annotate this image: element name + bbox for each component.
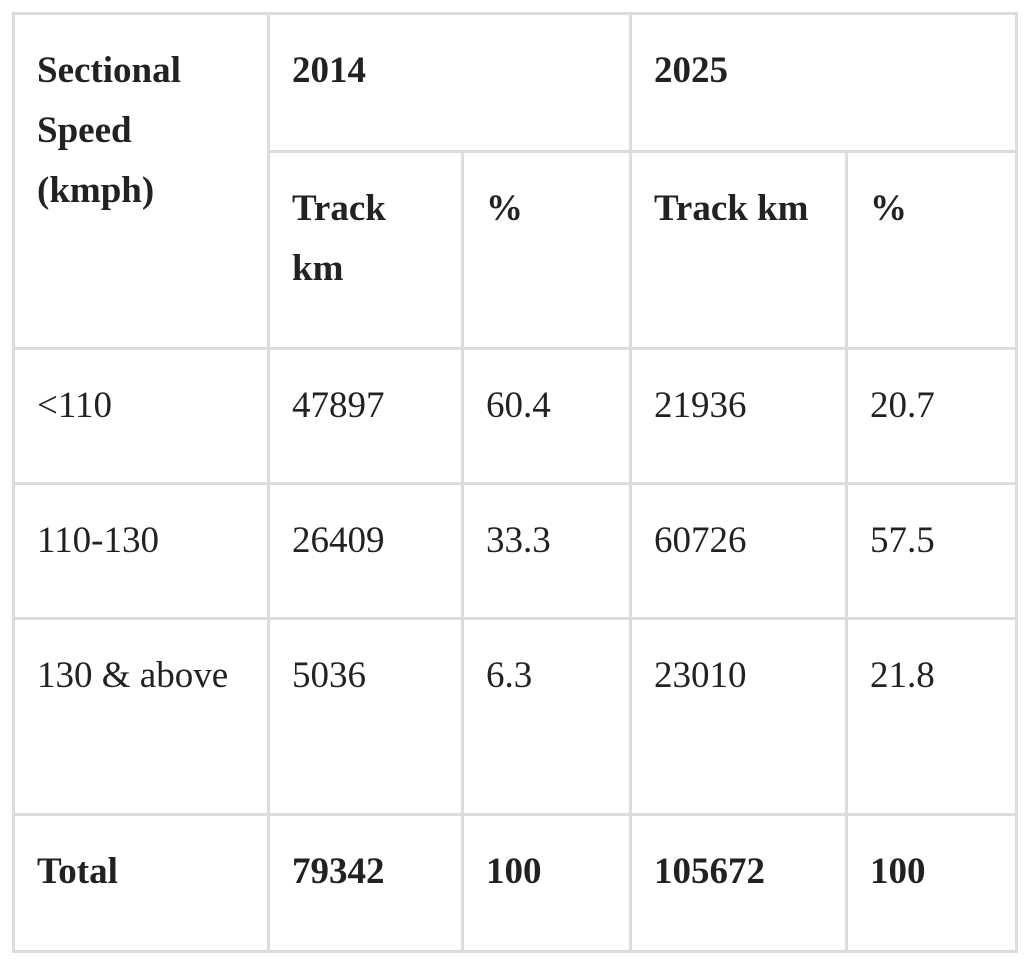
cell: 130 & above [12,617,270,816]
body-row: 130 & above 5036 6.3 23010 21.8 [12,617,1018,816]
header-row: Sectional Speed (kmph) 2014 2025 [12,12,1018,350]
cell: Total [12,813,270,953]
header-cell: % [845,150,1018,350]
body-row: Total 79342 100 105672 100 [12,813,1018,953]
header-cell: % [461,150,632,350]
cell: 21.8 [845,617,1018,816]
speed-table: Sectional Speed (kmph) 2014 2025 Track k… [12,12,1018,953]
cell: 60726 [629,482,848,620]
header-cell: Track km [267,150,464,350]
cell: 21936 [629,347,848,485]
cell: 110-130 [12,482,270,620]
cell: 60.4 [461,347,632,485]
header-row: Track km % Track km % [14,150,1018,350]
cell: 20.7 [845,347,1018,485]
cell: 100 [845,813,1018,953]
cell: 100 [461,813,632,953]
cell: 23010 [629,617,848,816]
cell: 6.3 [461,617,632,816]
header-cell: Track km [629,150,848,350]
cell: 26409 [267,482,464,620]
cell: 79342 [267,813,464,953]
header-cell: Sectional Speed (kmph) [12,12,270,350]
body-row: <110 47897 60.4 21936 20.7 [12,347,1018,485]
cell: 57.5 [845,482,1018,620]
body-row: 110-130 26409 33.3 60726 57.5 [12,482,1018,620]
header-cell: 2014 [267,12,632,153]
header-cell: 2025 [629,12,1018,153]
cell: 33.3 [461,482,632,620]
cell: 5036 [267,617,464,816]
cell: <110 [12,347,270,485]
cell: 47897 [267,347,464,485]
cell: 105672 [629,813,848,953]
